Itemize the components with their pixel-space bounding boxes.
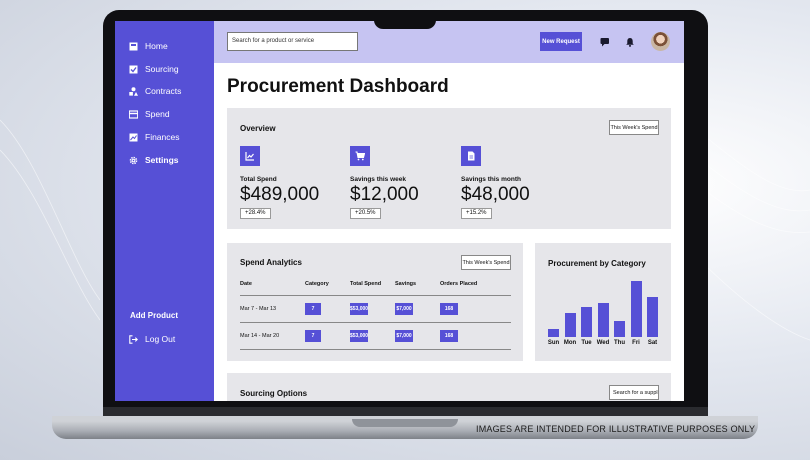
chart-title: Procurement by Category [548,259,646,268]
chart-x-label: Mon [563,340,577,346]
chart-x-label: Fri [632,340,640,346]
cell-orders: 168 [440,330,458,342]
avatar[interactable] [651,32,670,51]
chart-bar-sun [548,329,559,337]
overview-title: Overview [240,124,276,133]
spend-analytics-title: Spend Analytics [240,258,302,267]
sourcing-options-card: Sourcing Options Search for a supplier [227,373,671,401]
divider [240,349,511,350]
new-request-button[interactable]: New Request [540,32,582,51]
supplier-search-input[interactable]: Search for a supplier [609,385,659,400]
sidebar-item-label: Contracts [145,86,182,96]
chart-bar-thu [614,321,625,337]
cell-category: 7 [305,303,321,315]
sidebar-item-label: Spend [145,109,170,119]
cell-savings: $7,000 [395,330,413,342]
shapes-icon [129,86,138,96]
metric-value: $12,000 [350,184,419,205]
page-title: Procurement Dashboard [227,76,449,97]
metric-delta: +28.4% [240,208,271,219]
column-header: Savings [395,281,417,287]
sidebar-item-home[interactable]: Home [129,39,168,53]
header-bar: Search for a product or service New Requ… [214,21,684,63]
sidebar: Home Sourcing Contracts Spend Finances [115,21,214,401]
bell-icon[interactable] [625,37,635,47]
laptop-hinge [103,407,708,418]
chart-icon [129,133,138,142]
category-chart-card: Procurement by Category Sun Mon Tue Wed Thu F… [535,243,671,361]
gear-icon [129,156,138,165]
sidebar-item-spend[interactable]: Spend [129,107,170,121]
column-header: Category [305,281,329,287]
chart-bar-fri [630,281,642,337]
logout-icon [129,334,138,344]
disclaimer-text: IMAGES ARE INTENDED FOR ILLUSTRATIVE PUR… [476,424,756,434]
chat-icon[interactable] [600,37,610,47]
metric-value: $48,000 [461,184,530,205]
chart-bar-wed [597,303,609,337]
divider [240,295,511,296]
sidebar-item-contracts[interactable]: Contracts [129,84,181,98]
column-header: Total Spend [350,281,382,287]
chart-bar-sat [647,297,658,337]
cell-date: Mar 7 - Mar 13 [240,306,277,312]
metric-label: Savings this week [350,176,406,183]
laptop-thumb-notch [352,419,458,427]
camera-notch [374,10,436,29]
chart-x-label: Wed [596,340,610,346]
sidebar-item-label: Home [145,41,168,51]
sourcing-title: Sourcing Options [240,389,308,398]
metric-delta: +15.2% [461,208,492,219]
chart-x-label: Sat [647,340,658,346]
sidebar-item-finances[interactable]: Finances [129,130,180,144]
cell-category: 7 [305,330,321,342]
sidebar-item-sourcing[interactable]: Sourcing [129,62,179,76]
add-product-link[interactable]: Add Product [130,311,178,320]
chart-x-label: Tue [581,340,592,346]
cell-date: Mar 14 - Mar 20 [240,333,280,339]
divider [240,322,511,323]
checkbox-icon [129,65,138,74]
screen: Home Sourcing Contracts Spend Finances [115,21,684,401]
cell-orders: 168 [440,303,458,315]
chart-bar-tue [581,307,592,337]
sidebar-item-settings[interactable]: Settings [129,153,179,167]
cell-savings: $7,000 [395,303,413,315]
metric-label: Total Spend [240,176,277,183]
card-icon [129,109,138,119]
metric-delta: +20.5% [350,208,381,219]
search-input[interactable]: Search for a product or service [227,32,358,51]
overview-filter-button[interactable]: This Week's Spend [609,120,659,135]
column-header: Date [240,281,252,287]
chart-x-label: Sun [547,340,560,346]
line-chart-icon [240,146,260,166]
cell-total-spend: $53,000 [350,303,368,315]
spend-analytics-card: Spend Analytics This Week's Spend Date C… [227,243,523,361]
metric-value: $489,000 [240,184,320,205]
chart-x-label: Thu [614,340,625,346]
document-icon [461,146,481,166]
logout-link[interactable]: Log Out [129,332,175,346]
logout-label: Log Out [145,334,176,344]
laptop-base [52,419,758,439]
sidebar-item-label: Settings [145,155,179,165]
column-header: Orders Placed [440,281,478,287]
overview-card: Overview This Week's Spend Total Spend $… [227,108,671,229]
inbox-icon [129,42,138,51]
cell-total-spend: $53,000 [350,330,368,342]
chart-bar-mon [564,313,576,337]
laptop-base-edge [52,416,758,421]
sidebar-item-label: Sourcing [145,64,179,74]
cart-icon [350,146,370,166]
metric-label: Savings this month [461,176,521,183]
spend-filter-button[interactable]: This Week's Spend [461,255,511,270]
sidebar-item-label: Finances [145,132,180,142]
